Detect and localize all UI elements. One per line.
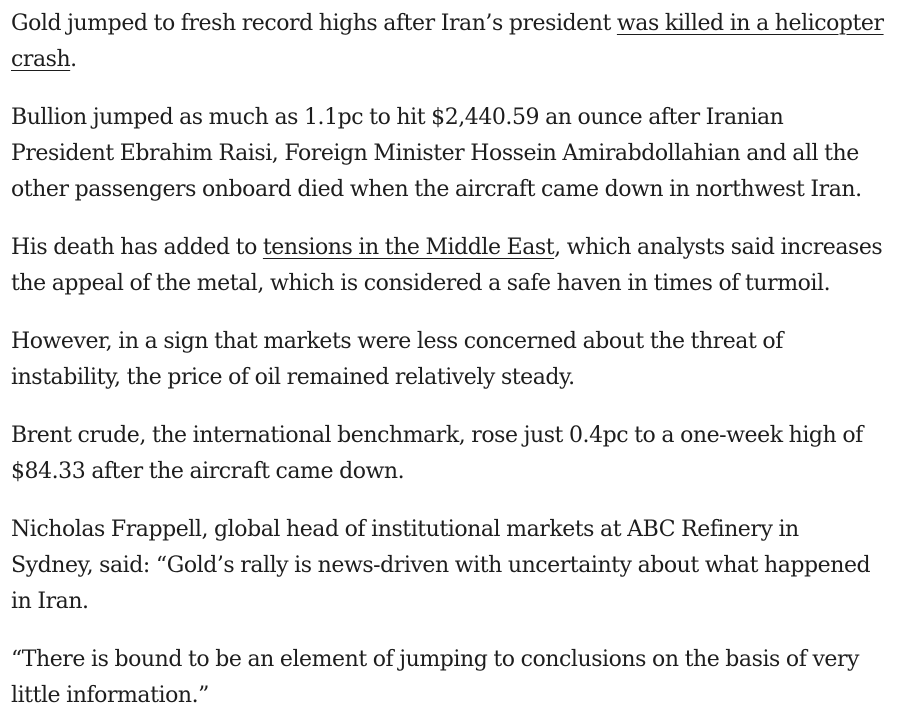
paragraph-text: , which analysts said increases the appe… — [11, 235, 883, 296]
paragraph-text: “There is bound to be an element of jump… — [11, 647, 860, 708]
paragraph-text: . — [70, 47, 77, 72]
paragraph-gold-record: Gold jumped to fresh record highs after … — [11, 6, 884, 78]
paragraph-text: However, in a sign that markets were les… — [11, 329, 783, 390]
paragraph-tensions: His death has added to tensions in the M… — [11, 230, 884, 302]
paragraph-frappell-quote: Nicholas Frappell, global head of instit… — [11, 512, 884, 620]
paragraph-text: His death has added to — [11, 235, 263, 260]
paragraph-text: Nicholas Frappell, global head of instit… — [11, 517, 871, 614]
paragraph-text: Bullion jumped as much as 1.1pc to hit $… — [11, 105, 862, 202]
paragraph-oil-steady: However, in a sign that markets were les… — [11, 324, 884, 396]
link-middle-east-tensions[interactable]: tensions in the Middle East — [262, 235, 555, 260]
paragraph-conclusions-quote: “There is bound to be an element of jump… — [11, 642, 884, 714]
paragraph-brent-crude: Brent crude, the international benchmark… — [11, 418, 884, 490]
paragraph-bullion: Bullion jumped as much as 1.1pc to hit $… — [11, 100, 884, 208]
link-helicopter-crash[interactable]: was killed in a helicopter crash — [11, 11, 884, 72]
paragraph-text: Gold jumped to fresh record highs after … — [11, 11, 617, 36]
paragraph-text: Brent crude, the international benchmark… — [11, 423, 863, 484]
